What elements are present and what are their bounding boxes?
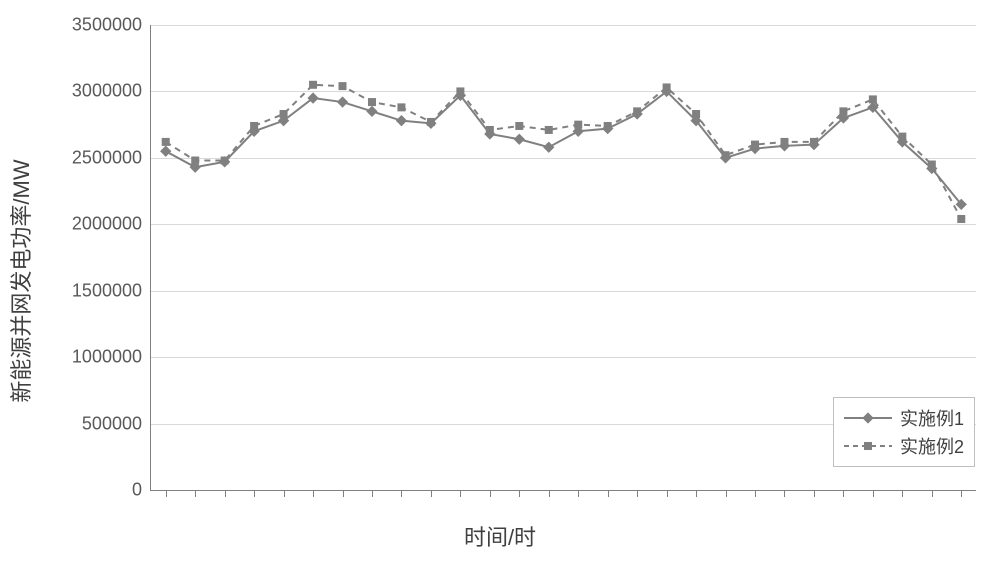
legend: 实施例1 实施例2: [833, 397, 975, 467]
legend-swatch-2: [844, 436, 892, 456]
y-axis-label: 新能源并网发电功率/MW: [4, 159, 36, 402]
x-axis-label: 时间/时: [464, 520, 536, 552]
y-tick-label: 3500000: [72, 15, 142, 36]
legend-swatch-1: [844, 408, 892, 428]
y-tick-label: 2500000: [72, 147, 142, 168]
legend-label-2: 实施例2: [900, 433, 964, 459]
legend-item-2: 实施例2: [844, 432, 964, 460]
y-tick-label: 500000: [82, 413, 142, 434]
y-tick-label: 1000000: [72, 347, 142, 368]
chart-container: 新能源并网发电功率/MW 0 500000 1000000 1500000 200000…: [0, 0, 1000, 562]
y-tick-label: 2000000: [72, 214, 142, 235]
y-tick-label: 1500000: [72, 280, 142, 301]
legend-item-1: 实施例1: [844, 404, 964, 432]
y-tick-label: 0: [132, 480, 142, 501]
legend-label-1: 实施例1: [900, 405, 964, 431]
y-tick-label: 3000000: [72, 81, 142, 102]
